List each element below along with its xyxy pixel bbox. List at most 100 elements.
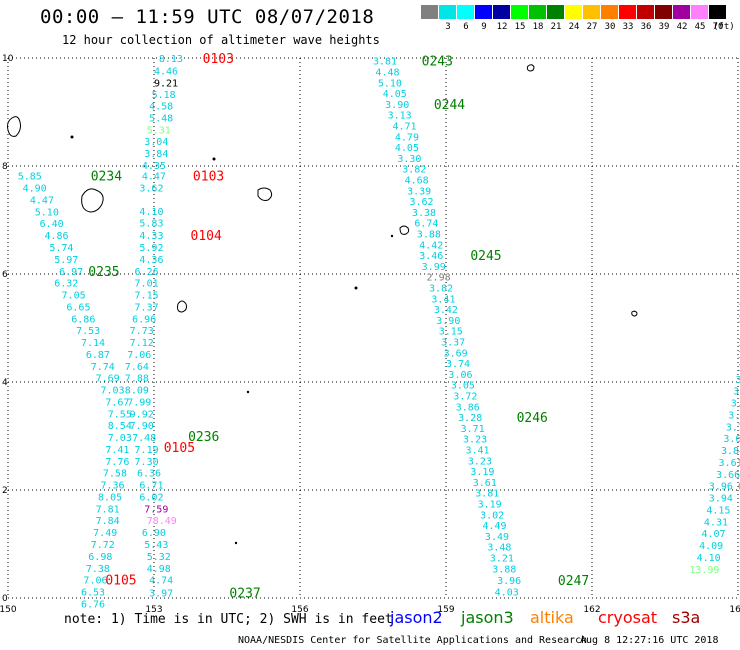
swh-value: 7.37 — [135, 302, 159, 313]
swh-value: 6.65 — [66, 302, 90, 313]
swh-value: 4.98 — [147, 564, 171, 575]
swh-value: 3.46 — [419, 251, 443, 262]
scale-label: 45 — [694, 22, 706, 32]
scale-unit: (ft) — [713, 22, 735, 32]
swh-value: 7.06 — [127, 350, 151, 361]
x-tick-label: 162 — [583, 605, 600, 615]
swh-value: 4.86 — [45, 231, 69, 242]
scale-swatch — [673, 5, 690, 19]
swh-value: 6.36 — [137, 469, 161, 480]
swh-value: 4.48 — [375, 68, 399, 79]
swh-value: 4.33 — [139, 231, 163, 242]
pass-number: 0234 — [91, 170, 122, 185]
swh-value: 3.37 — [441, 338, 465, 349]
islet — [212, 157, 216, 161]
pass-number: 0103 — [203, 52, 234, 67]
swh-value: 3.88 — [492, 564, 516, 575]
scale-label: 30 — [604, 22, 616, 32]
altimeter-tracks: 8.134.469.215.184.585.485.313.043.844.35… — [18, 54, 740, 610]
pass-labels: 0103 0103 0104 0105 0105 0234 0235 0236 0237 0243… — [88, 52, 589, 602]
swh-value: 4.74 — [149, 576, 173, 587]
swh-value: 3.23 — [468, 456, 492, 467]
scale-swatch — [619, 5, 636, 19]
swh-value: 6.40 — [40, 219, 64, 230]
swh-value: 4.07 — [702, 529, 726, 540]
swh-value: 8.13 — [159, 54, 183, 65]
swh-value: 3.81 — [475, 489, 499, 500]
y-tick-label: 10 — [2, 54, 14, 64]
swh-value: 78.49 — [147, 516, 177, 527]
swh-value: 3.23 — [463, 435, 487, 446]
swh-value: 3.61 — [473, 478, 497, 489]
y-tick-label: 0 — [2, 594, 8, 604]
swh-value: 6.74 — [414, 219, 438, 230]
swh-value: 3.49 — [485, 532, 509, 543]
swh-value: 4.58 — [149, 102, 173, 113]
scale-swatch — [439, 5, 456, 19]
swh-value: 7.48 — [132, 433, 156, 444]
swh-value: 7.41 — [105, 445, 129, 456]
pass-number: 0245 — [470, 249, 501, 264]
scale-label: 15 — [514, 22, 526, 32]
swh-value: 3.42 — [434, 305, 458, 316]
swh-value: 6.53 — [81, 588, 105, 599]
scale-swatch — [493, 5, 510, 19]
swh-value: 3.81 — [728, 410, 740, 421]
swh-value: 3. — [738, 302, 740, 313]
swh-value: 2.98 — [427, 273, 451, 284]
swh-value: 3.90 — [436, 316, 460, 327]
swh-value: 3.90 — [385, 100, 409, 111]
island-outline — [177, 300, 187, 313]
axis-ticks: 1501531561591621650246810 — [0, 54, 740, 615]
scale-swatch — [421, 5, 438, 19]
swh-value: 5.43 — [144, 540, 168, 551]
scale-swatch — [637, 5, 654, 19]
satellite-jason3: jason3 — [461, 608, 514, 627]
swh-value: 3.28 — [458, 413, 482, 424]
scale-swatch — [475, 5, 492, 19]
swh-value: 5.83 — [139, 219, 163, 230]
pass-number: 0103 — [193, 170, 224, 185]
swh-value: 7.81 — [96, 504, 120, 515]
swh-value: 4.31 — [704, 517, 728, 528]
swh-value: 3.96 — [709, 482, 733, 493]
scale-label: 36 — [640, 22, 652, 32]
scale-label: 27 — [586, 22, 598, 32]
swh-value: 7.53 — [76, 326, 100, 337]
swh-value: 3.74 — [446, 359, 470, 370]
swh-value: 5.31 — [147, 125, 171, 136]
swh-value: 3.19 — [478, 500, 502, 511]
islet — [70, 135, 74, 139]
swh-value: 7.05 — [62, 291, 86, 302]
x-tick-label: 156 — [291, 605, 308, 615]
satellite-jason2: jason2 — [390, 608, 443, 627]
swh-value: 3.84 — [721, 446, 740, 457]
scale-label: 70 — [712, 22, 724, 32]
swh-value: 3.87 — [736, 375, 740, 386]
scale-swatch — [583, 5, 600, 19]
swh-value: 3.06 — [448, 370, 472, 381]
swh-value: 3.84 — [144, 149, 168, 160]
swh-value: 3.90 — [731, 399, 740, 410]
satellite-s3a: s3a — [672, 608, 701, 627]
swh-value: 4.47 — [142, 172, 166, 183]
swh-value: 3.82 — [402, 165, 426, 176]
swh-value: 6.96 — [132, 314, 156, 325]
swh-value: 6.32 — [54, 279, 78, 290]
scale-label: 33 — [622, 22, 634, 32]
swh-value: 7.36 — [100, 481, 124, 492]
swh-value: 7.03 — [100, 386, 124, 397]
swh-value: 7.30 — [135, 457, 159, 468]
x-tick-label: 159 — [437, 605, 454, 615]
swh-value: 3.99 — [422, 262, 446, 273]
swh-value: 4.46 — [154, 66, 178, 77]
swh-value: 4.42 — [419, 240, 443, 251]
island-outline — [631, 310, 638, 317]
swh-value: 7.14 — [81, 338, 105, 349]
y-tick-label: 4 — [2, 378, 8, 388]
scale-swatch — [457, 5, 474, 19]
swh-value: 4.10 — [139, 207, 163, 218]
swh-value: 13.99 — [689, 565, 719, 576]
swh-value: 6.71 — [139, 481, 163, 492]
scale-swatch — [529, 5, 546, 19]
